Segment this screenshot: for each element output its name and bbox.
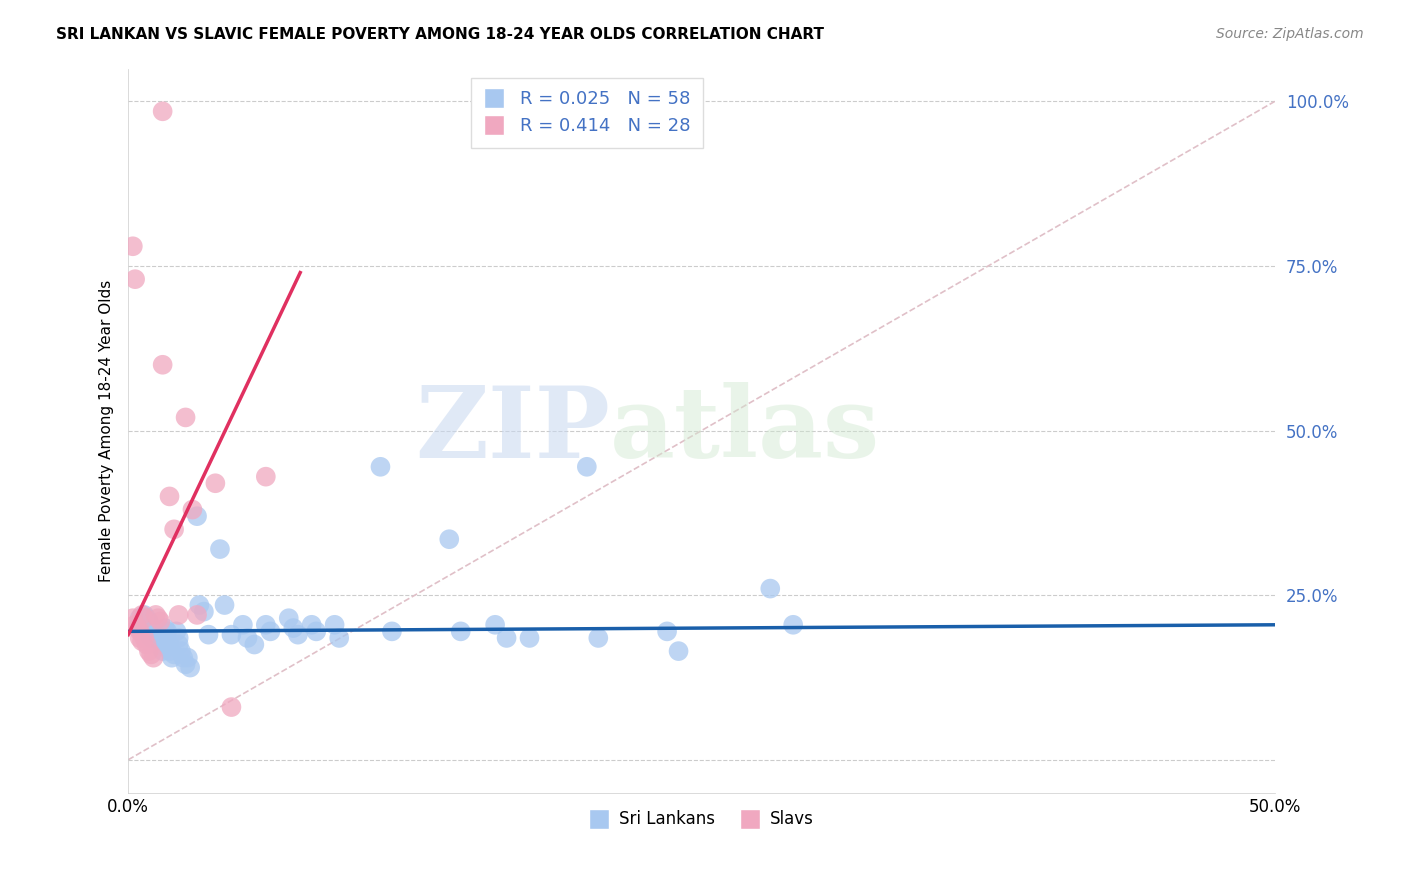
Point bbox=[138, 644, 160, 658]
Text: ZIP: ZIP bbox=[415, 382, 610, 479]
Point bbox=[186, 607, 208, 622]
Point bbox=[142, 650, 165, 665]
Point bbox=[134, 607, 156, 622]
Point bbox=[152, 638, 174, 652]
Point bbox=[305, 624, 328, 639]
Point bbox=[174, 657, 197, 672]
Point bbox=[172, 650, 194, 665]
Point bbox=[149, 615, 172, 629]
Point bbox=[149, 634, 172, 648]
Point bbox=[167, 607, 190, 622]
Point bbox=[174, 410, 197, 425]
Point bbox=[131, 607, 153, 622]
Point bbox=[208, 542, 231, 557]
Point bbox=[243, 638, 266, 652]
Point bbox=[254, 469, 277, 483]
Point bbox=[519, 631, 541, 645]
Point bbox=[214, 598, 236, 612]
Point bbox=[588, 631, 610, 645]
Point bbox=[186, 509, 208, 524]
Point bbox=[121, 611, 143, 625]
Point bbox=[495, 631, 517, 645]
Y-axis label: Female Poverty Among 18-24 Year Olds: Female Poverty Among 18-24 Year Olds bbox=[100, 279, 114, 582]
Point bbox=[204, 476, 226, 491]
Text: Source: ZipAtlas.com: Source: ZipAtlas.com bbox=[1216, 27, 1364, 41]
Point bbox=[165, 624, 187, 639]
Point bbox=[127, 621, 149, 635]
Point bbox=[128, 611, 150, 625]
Point bbox=[259, 624, 281, 639]
Point bbox=[124, 617, 146, 632]
Point bbox=[283, 621, 305, 635]
Point bbox=[328, 631, 350, 645]
Text: SRI LANKAN VS SLAVIC FEMALE POVERTY AMONG 18-24 YEAR OLDS CORRELATION CHART: SRI LANKAN VS SLAVIC FEMALE POVERTY AMON… bbox=[56, 27, 824, 42]
Point bbox=[232, 617, 254, 632]
Text: atlas: atlas bbox=[610, 382, 880, 479]
Point bbox=[782, 617, 804, 632]
Point bbox=[221, 628, 243, 642]
Point bbox=[153, 634, 176, 648]
Point bbox=[146, 631, 169, 645]
Point bbox=[135, 638, 157, 652]
Point bbox=[141, 648, 163, 662]
Point bbox=[193, 605, 215, 619]
Point bbox=[381, 624, 404, 639]
Point bbox=[163, 522, 186, 536]
Legend: Sri Lankans, Slavs: Sri Lankans, Slavs bbox=[582, 804, 821, 835]
Point bbox=[159, 638, 181, 652]
Point bbox=[134, 631, 156, 645]
Point bbox=[167, 638, 190, 652]
Point bbox=[484, 617, 506, 632]
Point bbox=[181, 502, 204, 516]
Point bbox=[128, 631, 150, 645]
Point bbox=[159, 490, 181, 504]
Point bbox=[156, 624, 179, 639]
Point bbox=[153, 621, 176, 635]
Point bbox=[655, 624, 678, 639]
Point bbox=[370, 459, 392, 474]
Point bbox=[146, 611, 169, 625]
Point bbox=[145, 628, 167, 642]
Point bbox=[254, 617, 277, 632]
Point bbox=[124, 272, 146, 286]
Point bbox=[450, 624, 472, 639]
Point bbox=[121, 239, 143, 253]
Point bbox=[128, 624, 150, 639]
Point bbox=[163, 648, 186, 662]
Point bbox=[152, 104, 174, 119]
Point bbox=[152, 358, 174, 372]
Point bbox=[134, 611, 156, 625]
Point bbox=[439, 532, 461, 546]
Point bbox=[287, 628, 309, 642]
Point bbox=[138, 615, 160, 629]
Point bbox=[131, 634, 153, 648]
Point bbox=[236, 631, 259, 645]
Point bbox=[128, 617, 150, 632]
Point bbox=[277, 611, 299, 625]
Point bbox=[188, 598, 211, 612]
Point bbox=[159, 644, 181, 658]
Point bbox=[575, 459, 598, 474]
Point bbox=[160, 650, 183, 665]
Point bbox=[141, 631, 163, 645]
Point bbox=[135, 611, 157, 625]
Point bbox=[167, 631, 190, 645]
Point bbox=[197, 628, 219, 642]
Point bbox=[177, 650, 200, 665]
Point bbox=[145, 607, 167, 622]
Point bbox=[301, 617, 323, 632]
Point bbox=[323, 617, 346, 632]
Point bbox=[170, 644, 193, 658]
Point bbox=[152, 644, 174, 658]
Point bbox=[668, 644, 690, 658]
Point bbox=[141, 621, 163, 635]
Point bbox=[221, 700, 243, 714]
Point bbox=[759, 582, 782, 596]
Point bbox=[179, 660, 201, 674]
